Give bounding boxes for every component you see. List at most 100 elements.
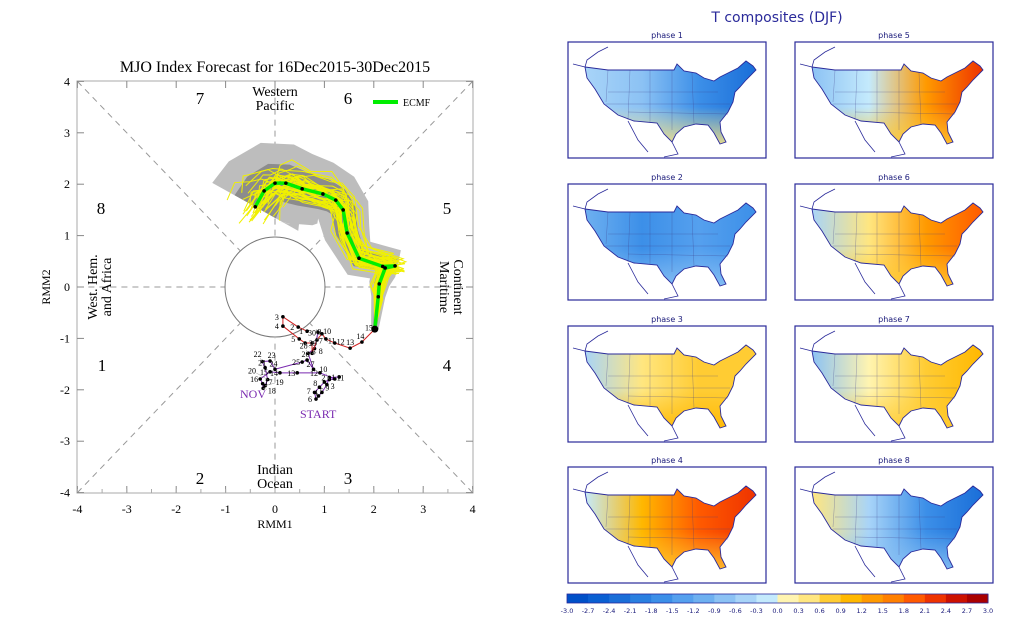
- nov-track-day-label: 14: [270, 369, 278, 378]
- nov-track-day-label: 2: [321, 373, 325, 382]
- ecmf-forecast-point: [377, 282, 382, 286]
- colorbar-segment: [714, 594, 736, 603]
- colorbar-tick-label: 2.7: [962, 607, 972, 615]
- nov-track-day-label: 15: [260, 368, 268, 377]
- colorbar-tick-label: -0.9: [708, 607, 721, 615]
- start-label: START: [300, 407, 337, 421]
- map-panel-phase-2: phase 2: [567, 173, 767, 301]
- nov-track-point: [260, 359, 264, 364]
- state-boundary: [627, 494, 631, 546]
- state-boundary: [605, 494, 609, 528]
- legend-label-ecmf: ECMF: [403, 98, 431, 109]
- us-temperature-field-south: [585, 345, 756, 428]
- colorbar-tick-label: 3.0: [983, 607, 993, 615]
- colorbar-segment: [693, 594, 715, 603]
- us-temperature-field-south: [585, 486, 756, 569]
- baja-coastline: [854, 404, 876, 437]
- nov-track-point: [337, 375, 342, 379]
- x-tick-label: 1: [321, 502, 327, 516]
- map-frame: [794, 41, 994, 159]
- panel-title: phase 2: [651, 173, 683, 182]
- state-boundary: [854, 353, 858, 405]
- panel-title: phase 7: [878, 315, 910, 324]
- dec-track-point: [281, 315, 285, 319]
- colorbar-tick-label: 1.8: [899, 607, 909, 615]
- nov-track-day-label: 29: [309, 339, 317, 348]
- map-frame: [794, 325, 994, 443]
- map-panel-phase-1: phase 1: [567, 31, 767, 159]
- colorbar-tick-label: -0.3: [750, 607, 763, 615]
- panel-title: phase 6: [878, 173, 910, 182]
- dec-track-point: [305, 329, 309, 334]
- colorbar-tick-label: 1.5: [878, 607, 888, 615]
- y-tick-label: -2: [60, 383, 70, 397]
- nov-track-point: [318, 371, 322, 375]
- ecmf-forecast-point: [284, 181, 288, 185]
- x-tick-label: -4: [72, 502, 82, 516]
- us-temperature-field-south: [812, 203, 983, 286]
- colorbar-tick-label: 2.1: [920, 607, 930, 615]
- colorbar-segment: [651, 594, 673, 603]
- dec-track-day-label: 6: [312, 348, 316, 357]
- baja-coastline: [854, 545, 876, 578]
- us-coastline: [811, 344, 984, 429]
- y-tick-label: -3: [60, 434, 70, 448]
- x-tick-label: -3: [122, 502, 132, 516]
- colorbar-tick-label: 0.6: [814, 607, 824, 615]
- ensemble-plume: [212, 142, 408, 330]
- dec-track-point: [297, 337, 302, 341]
- panel-title: phase 8: [878, 456, 910, 465]
- day-label-leader: [325, 373, 330, 380]
- x-tick-label: 3: [420, 502, 426, 516]
- state-boundary: [627, 69, 631, 121]
- phase-5-label: 5: [443, 199, 452, 218]
- nov-track-day-label: 21: [258, 359, 266, 368]
- ecmf-forecast-point: [357, 256, 361, 261]
- us-coastline: [584, 202, 757, 287]
- state-boundary: [918, 356, 922, 409]
- canada-coastline: [799, 188, 836, 210]
- colorbar-segment: [966, 594, 989, 603]
- dec-track-point: [332, 341, 337, 345]
- y-tick-label: 3: [64, 126, 70, 140]
- nov-track-point: [273, 367, 277, 372]
- dec-track-point: [320, 331, 324, 336]
- dec-track-day-label: 12: [337, 337, 345, 346]
- colorbar-segment: [588, 594, 610, 603]
- nov-track-point: [263, 365, 267, 370]
- dec-track-point: [324, 337, 328, 341]
- x-tick-label: 2: [371, 502, 377, 516]
- dec-track-point: [348, 346, 352, 350]
- nov-track-point: [268, 359, 272, 363]
- state-boundary: [832, 353, 836, 387]
- region-west-hem: West. Hem.: [86, 254, 101, 319]
- baja-coastline: [627, 545, 649, 578]
- nov-track-day-label: 13: [287, 369, 295, 378]
- us-temperature-field-south: [812, 345, 983, 428]
- nov-track-day-label: 5: [319, 387, 323, 396]
- nov-track-day-label: 22: [254, 350, 262, 359]
- state-boundary: [854, 253, 956, 257]
- colorbar-segment: [756, 594, 778, 603]
- dec-track-day-label: 7: [319, 337, 323, 346]
- map-frame: [567, 41, 767, 159]
- phase-2-label: 2: [196, 469, 205, 488]
- baja-coastline: [627, 262, 649, 295]
- region-ocean: Ocean: [257, 477, 293, 492]
- us-coastline: [584, 344, 757, 429]
- nov-track-day-label: 19: [276, 378, 284, 387]
- nov-track-day-label: 30: [308, 328, 316, 337]
- day-label-leader: [316, 335, 319, 341]
- phase-6-label: 6: [344, 89, 353, 108]
- ecmf-forecast-point: [345, 231, 349, 235]
- ensemble-member-line: [279, 194, 400, 330]
- colorbar-tick-label: 0.9: [835, 607, 845, 615]
- us-coastline: [811, 202, 984, 287]
- day-label-leader: [265, 382, 275, 386]
- state-boundary: [691, 497, 695, 550]
- y-tick-label: 1: [64, 229, 70, 243]
- nov-label: NOV: [240, 387, 266, 401]
- ensemble-member-line: [269, 165, 397, 330]
- nov-track-day-label: 16: [250, 375, 258, 384]
- nov-track-point: [311, 367, 316, 372]
